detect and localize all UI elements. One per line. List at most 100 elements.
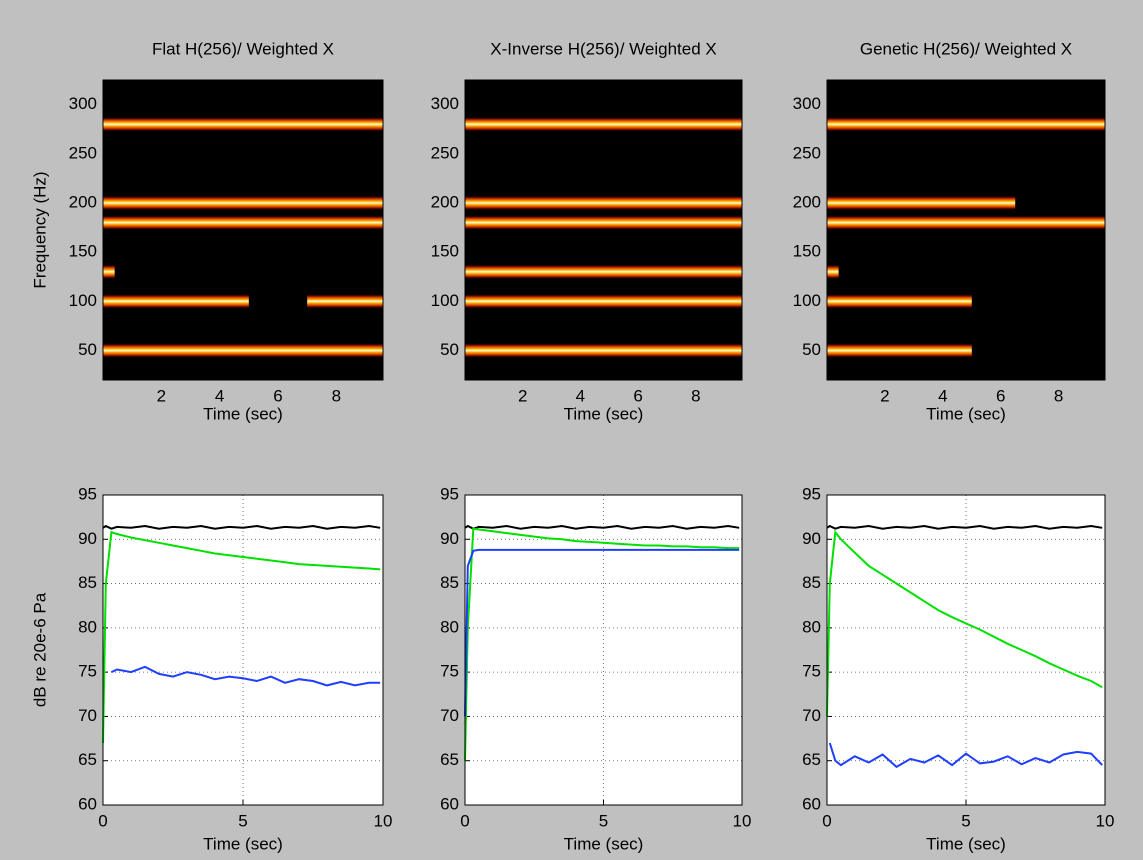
y-tick-label: 60 [802, 794, 821, 813]
x-tick-label: 10 [374, 811, 393, 830]
spectral-band [103, 215, 383, 230]
y-tick-label: 50 [802, 340, 821, 359]
x-tick-label: 8 [691, 386, 700, 405]
y-tick-label: 80 [440, 617, 459, 636]
spectral-band [465, 343, 742, 358]
x-axis-label: Time (sec) [564, 834, 644, 853]
y-tick-label: 65 [78, 750, 97, 769]
spectral-band [827, 294, 972, 309]
spectral-band [827, 264, 839, 279]
y-tick-label: 90 [802, 529, 821, 548]
chart-title: X-Inverse H(256)/ Weighted X [490, 39, 716, 58]
x-tick-label: 0 [822, 811, 831, 830]
y-tick-label: 150 [793, 242, 821, 261]
y-axis-label: Frequency (Hz) [30, 171, 49, 288]
series-line [464, 527, 740, 761]
x-axis-label: Time (sec) [203, 404, 283, 423]
y-tick-label: 250 [793, 143, 821, 162]
axes-frame [102, 494, 384, 806]
series-line [826, 529, 1103, 717]
spectral-band [307, 294, 383, 309]
spectral-band [465, 215, 742, 230]
y-tick-label: 100 [431, 291, 459, 310]
plot-area [826, 494, 1106, 806]
y-tick-label: 150 [69, 242, 97, 261]
y-tick-label: 200 [793, 192, 821, 211]
plot-area [464, 494, 743, 806]
series-line [102, 530, 381, 744]
axes-frame [102, 79, 384, 381]
y-tick-label: 90 [440, 529, 459, 548]
y-tick-label: 75 [440, 662, 459, 681]
spectral-band [103, 264, 115, 279]
y-tick-label: 60 [78, 794, 97, 813]
y-tick-label: 70 [802, 706, 821, 725]
chart-title: Genetic H(256)/ Weighted X [860, 39, 1072, 58]
y-tick-label: 200 [431, 192, 459, 211]
spectral-band [103, 294, 249, 309]
y-tick-label: 300 [69, 94, 97, 113]
x-tick-label: 4 [576, 386, 585, 405]
y-tick-label: 95 [78, 484, 97, 503]
chart-title: Flat H(256)/ Weighted X [152, 39, 334, 58]
x-tick-label: 10 [1096, 811, 1115, 830]
spectral-band [827, 117, 1105, 132]
y-tick-label: 250 [431, 143, 459, 162]
y-tick-label: 65 [802, 750, 821, 769]
x-tick-label: 5 [961, 811, 970, 830]
x-tick-label: 2 [880, 386, 889, 405]
x-tick-label: 4 [215, 386, 224, 405]
x-tick-label: 4 [938, 386, 947, 405]
axes-frame [826, 79, 1106, 381]
x-tick-label: 6 [996, 386, 1005, 405]
y-tick-label: 250 [69, 143, 97, 162]
x-axis-label: Time (sec) [926, 834, 1006, 853]
y-tick-label: 300 [793, 94, 821, 113]
x-axis-label: Time (sec) [203, 834, 283, 853]
y-tick-label: 80 [78, 617, 97, 636]
x-tick-label: 0 [460, 811, 469, 830]
spectral-band [827, 195, 1016, 210]
y-tick-label: 75 [78, 662, 97, 681]
series-line [826, 524, 1103, 530]
x-tick-label: 8 [1054, 386, 1063, 405]
x-tick-label: 5 [238, 811, 247, 830]
spectral-band [827, 343, 972, 358]
x-tick-label: 8 [332, 386, 341, 405]
x-axis-label: Time (sec) [564, 404, 644, 423]
y-tick-label: 50 [78, 340, 97, 359]
y-tick-label: 95 [440, 484, 459, 503]
series-line [102, 524, 381, 530]
x-tick-label: 2 [518, 386, 527, 405]
y-tick-label: 85 [802, 573, 821, 592]
y-tick-label: 85 [78, 573, 97, 592]
y-tick-label: 100 [69, 291, 97, 310]
spectral-band [103, 195, 383, 210]
y-tick-label: 300 [431, 94, 459, 113]
spectral-band [103, 343, 383, 358]
axes-frame [826, 494, 1106, 806]
y-tick-label: 70 [440, 706, 459, 725]
x-axis-label: Time (sec) [926, 404, 1006, 423]
y-tick-label: 85 [440, 573, 459, 592]
x-tick-label: 0 [98, 811, 107, 830]
spectral-band [827, 215, 1105, 230]
x-tick-label: 10 [733, 811, 752, 830]
y-tick-label: 90 [78, 529, 97, 548]
x-tick-label: 6 [273, 386, 282, 405]
spectral-band [465, 294, 742, 309]
axes-frame [464, 79, 743, 381]
y-tick-label: 150 [431, 242, 459, 261]
series-line [464, 524, 740, 530]
y-tick-label: 200 [69, 192, 97, 211]
spectral-band [465, 264, 742, 279]
y-tick-label: 80 [802, 617, 821, 636]
spectral-band [103, 117, 383, 132]
axes-frame [464, 494, 743, 806]
y-tick-label: 70 [78, 706, 97, 725]
spectral-band [465, 195, 742, 210]
x-tick-label: 6 [633, 386, 642, 405]
series-line [110, 665, 381, 687]
y-axis-label: dB re 20e-6 Pa [30, 592, 49, 707]
